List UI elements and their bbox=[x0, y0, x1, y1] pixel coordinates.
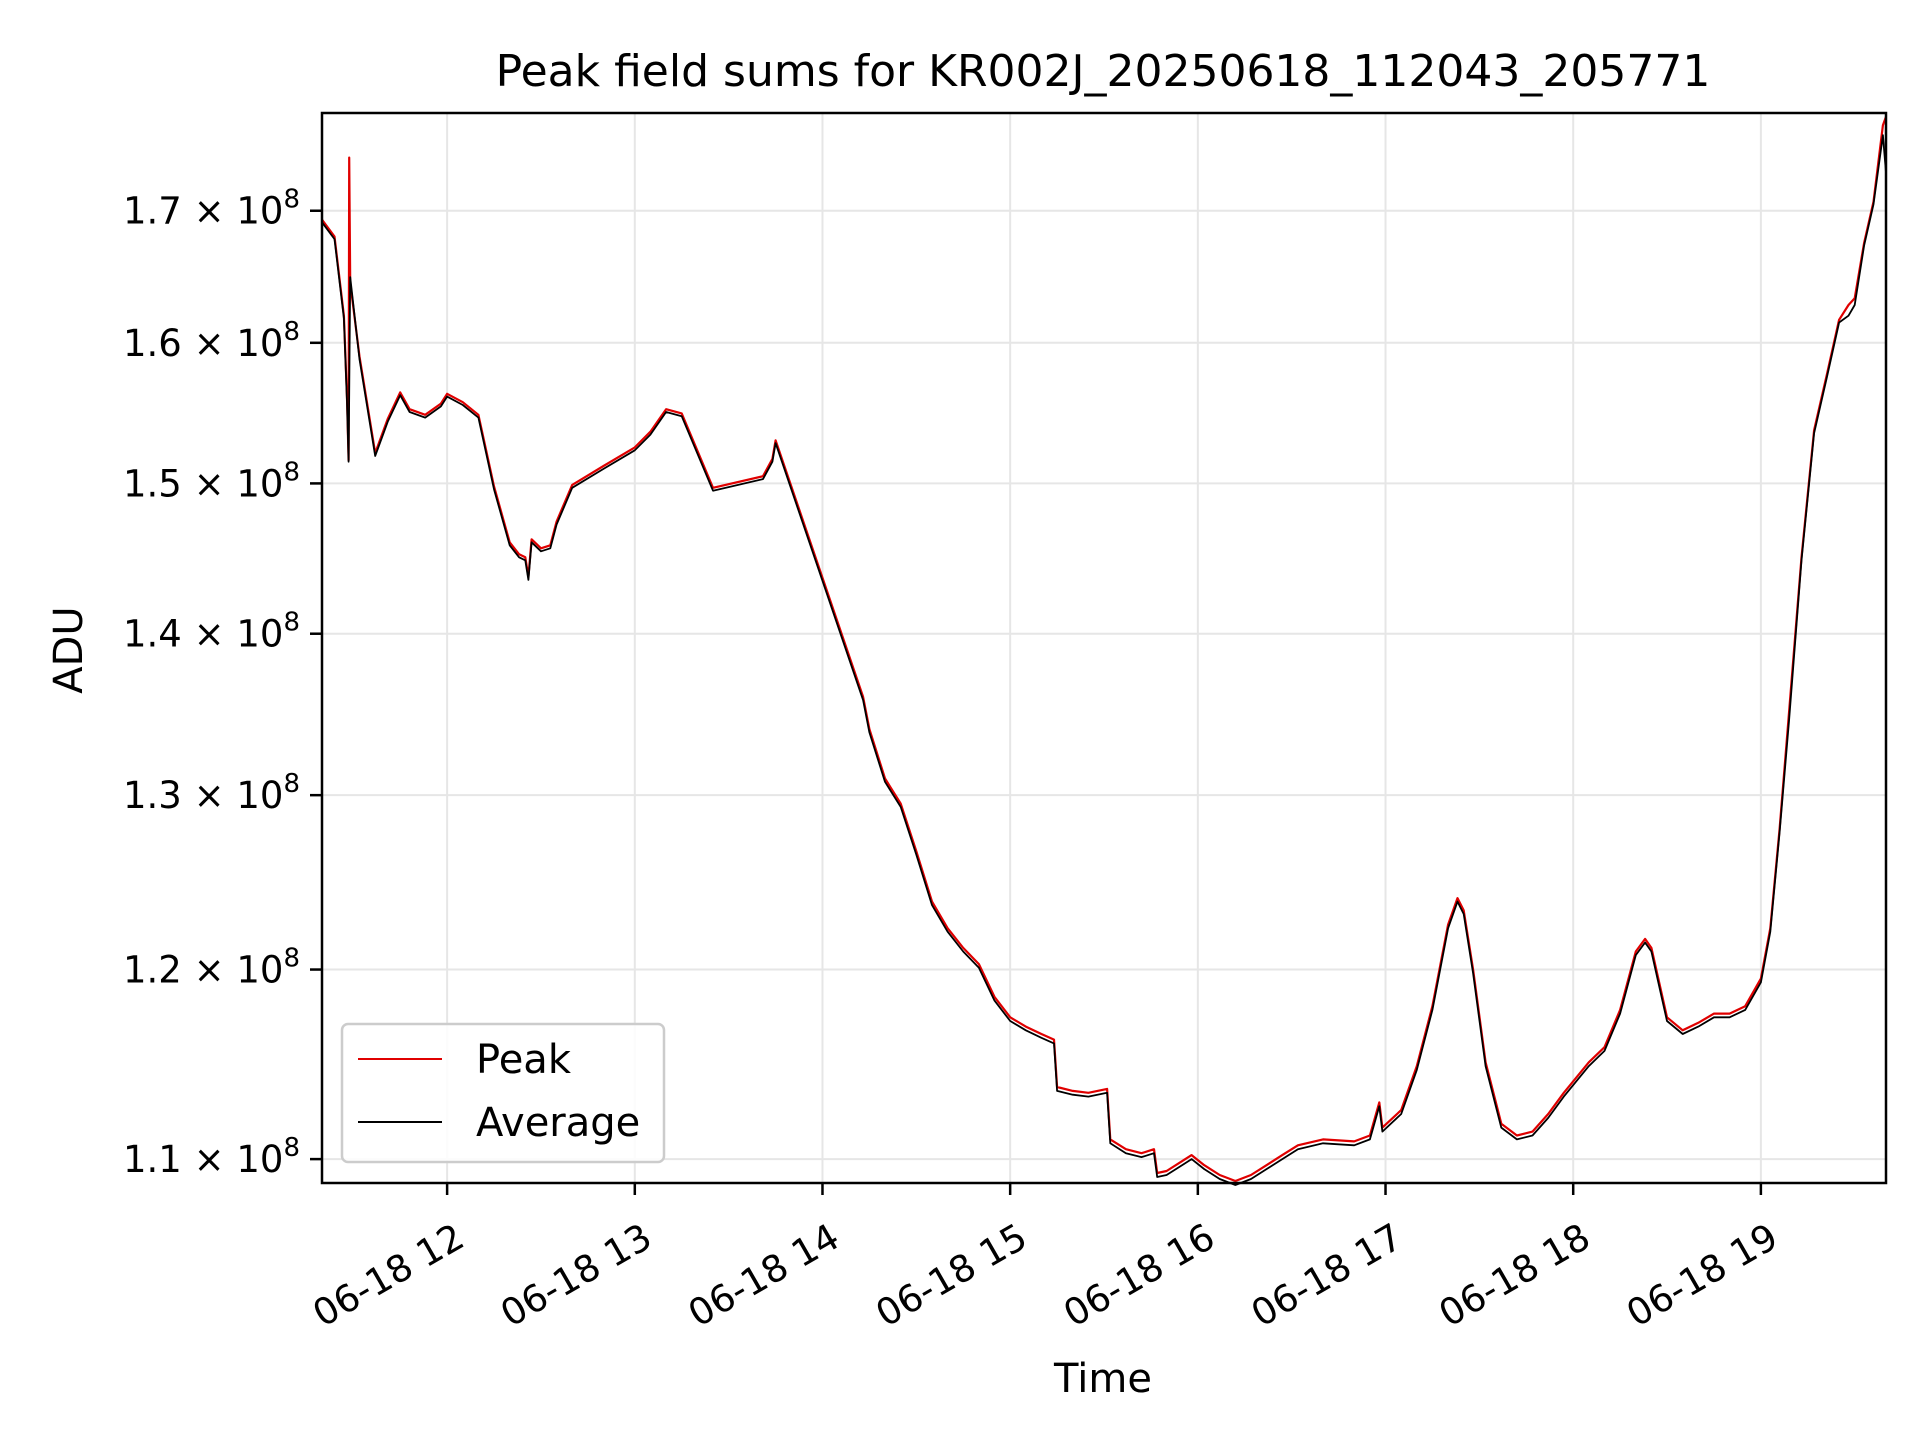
x-axis: 06-18 12 06-18 13 06-18 14 06-18 15 06-18 16… bbox=[306, 1183, 1785, 1336]
y-axis: 1.1 × 108 1.2 × 108 1.3 × 108 1.4 × 108 1.5 … bbox=[123, 185, 322, 1181]
x-tick-label: 06-18 19 bbox=[1619, 1215, 1785, 1335]
plot-area bbox=[321, 116, 1888, 1186]
x-tick-label: 06-18 15 bbox=[869, 1215, 1035, 1335]
axes-frame bbox=[320, 111, 1888, 1185]
x-tick-label: 06-18 14 bbox=[681, 1215, 847, 1335]
x-axis-label: Time bbox=[1053, 1356, 1152, 1402]
x-tick-label: 06-18 16 bbox=[1056, 1215, 1222, 1335]
y-axis-label: ADU bbox=[46, 606, 92, 693]
legend: Peak Average bbox=[340, 1022, 666, 1164]
y-tick-label: 1.2 × 108 bbox=[123, 944, 300, 992]
series-line-average bbox=[321, 134, 1887, 1186]
y-tick-label: 1.3 × 108 bbox=[123, 769, 300, 817]
series-line-peak bbox=[321, 116, 1888, 1183]
x-tick-label: 06-18 13 bbox=[493, 1215, 659, 1335]
legend-label-average: Average bbox=[476, 1100, 640, 1146]
legend-label-peak: Peak bbox=[476, 1037, 572, 1083]
y-tick-label: 1.6 × 108 bbox=[123, 317, 300, 365]
x-tick-label: 06-18 12 bbox=[306, 1215, 472, 1335]
y-tick-label: 1.5 × 108 bbox=[123, 457, 300, 505]
chart-title: Peak field sums for KR002J_20250618_1120… bbox=[496, 46, 1711, 97]
x-tick-label: 06-18 18 bbox=[1432, 1215, 1598, 1335]
grid bbox=[322, 113, 1886, 1183]
x-tick-label: 06-18 17 bbox=[1244, 1215, 1410, 1335]
y-tick-label: 1.7 × 108 bbox=[123, 185, 300, 233]
y-tick-label: 1.4 × 108 bbox=[123, 608, 300, 656]
y-tick-label: 1.1 × 108 bbox=[123, 1133, 300, 1181]
